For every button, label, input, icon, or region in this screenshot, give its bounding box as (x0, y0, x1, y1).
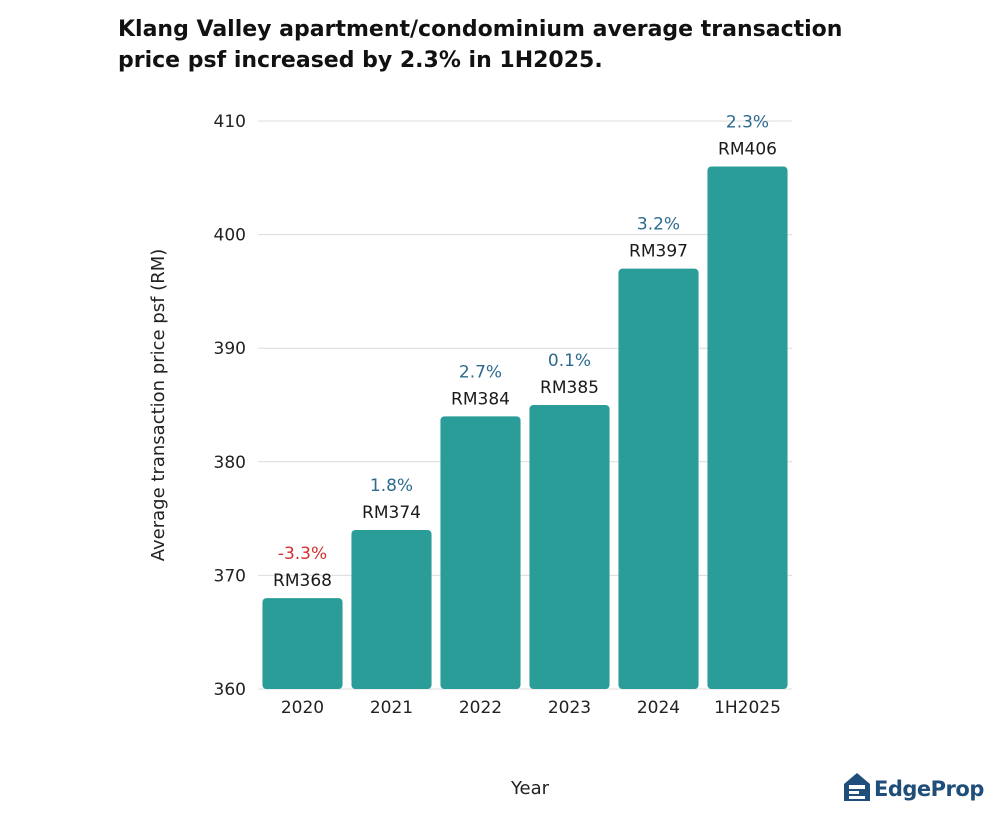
x-tick-label: 2020 (281, 698, 324, 718)
y-tick-label: 390 (214, 339, 246, 359)
change-label: 1.8% (370, 476, 413, 496)
chart-title: Klang Valley apartment/condominium avera… (118, 17, 843, 73)
value-label: RM406 (718, 139, 777, 159)
change-label: -3.3% (278, 544, 327, 564)
value-label: RM374 (362, 503, 421, 523)
house-icon (842, 771, 872, 807)
edgeprop-logo: EdgeProp (842, 772, 984, 806)
x-tick-label: 2021 (370, 698, 413, 718)
y-tick-label: 400 (214, 226, 246, 246)
y-axis-title: Average transaction price psf (RM) (148, 249, 169, 562)
bar (262, 598, 343, 689)
x-tick-label: 2022 (459, 698, 502, 718)
x-tick-label: 2023 (548, 698, 591, 718)
x-tick-label: 2024 (637, 698, 680, 718)
y-tick-label: 380 (214, 453, 246, 473)
change-label: 2.3% (726, 112, 769, 132)
y-tick-label: 370 (214, 566, 246, 586)
y-tick-label: 360 (214, 680, 246, 700)
bar (351, 529, 432, 689)
bar (529, 405, 610, 689)
bar (707, 166, 788, 689)
bar (440, 416, 521, 689)
value-label: RM397 (629, 242, 688, 262)
logo-text: EdgeProp (874, 777, 984, 801)
value-label: RM385 (540, 378, 599, 398)
change-label: 3.2% (637, 215, 680, 235)
x-tick-label: 1H2025 (714, 698, 781, 718)
x-axis-ticks: 2020 2021 2022 2023 2024 1H2025 (281, 698, 781, 718)
data-labels: RM368 -3.3% RM374 1.8% RM384 2.7% RM385 0.1% RM3… (273, 112, 777, 591)
change-label: 2.7% (459, 362, 502, 382)
y-tick-label: 410 (214, 112, 246, 132)
x-axis-title: Year (510, 778, 550, 799)
value-label: RM368 (273, 571, 332, 591)
bars (262, 166, 788, 689)
value-label: RM384 (451, 389, 510, 409)
bar (618, 268, 699, 689)
y-axis-ticks: 360 370 380 390 400 410 (214, 112, 246, 700)
gridlines (258, 120, 792, 690)
change-label: 0.1% (548, 351, 591, 371)
